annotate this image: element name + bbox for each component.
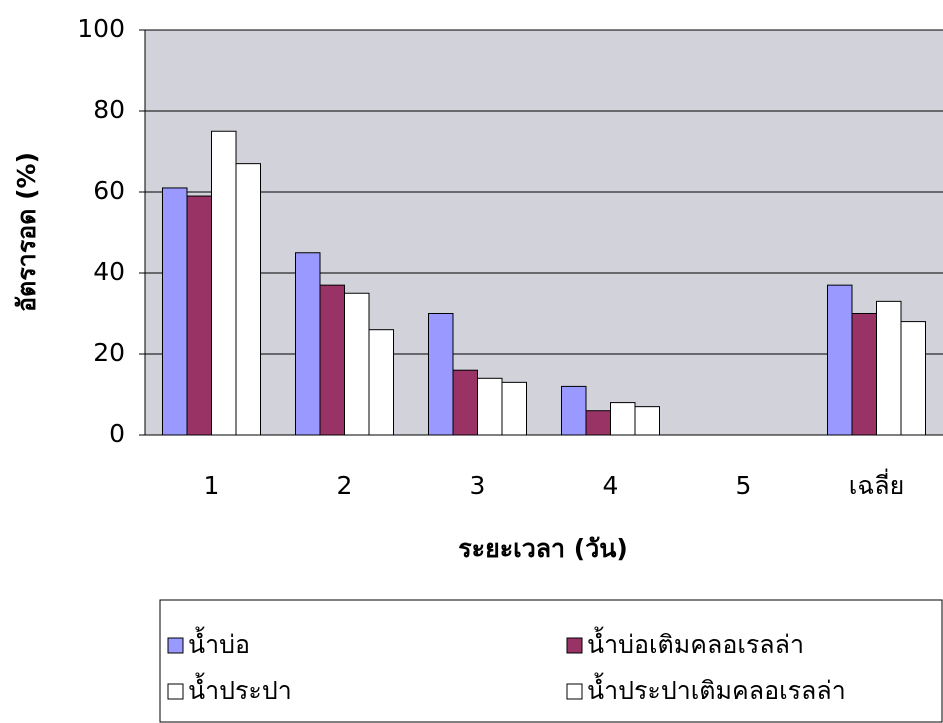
y-tick-label: 80 <box>93 95 125 124</box>
bar <box>501 381 527 436</box>
x-tick-label: 2 <box>337 471 353 500</box>
y-axis-label: อัตรารอด (%) <box>12 152 41 312</box>
legend-swatch <box>167 683 184 700</box>
legend-label: น้ำบ่อ <box>188 626 250 659</box>
x-tick-label: 4 <box>603 471 619 500</box>
y-tick-label: 20 <box>93 338 125 367</box>
x-tick-label: 1 <box>204 471 220 500</box>
bar <box>585 410 611 436</box>
y-tick-label: 100 <box>77 14 125 43</box>
bar <box>452 369 478 436</box>
y-tick-label: 0 <box>109 419 125 448</box>
bar <box>295 252 321 436</box>
bar <box>235 163 261 436</box>
legend-label: น้ำประปาเติมคลอเรลล่า <box>587 672 846 705</box>
bar <box>634 406 660 436</box>
bar <box>477 377 503 436</box>
legend-label: น้ำบ่อเติมคลอเรลล่า <box>587 626 804 659</box>
bar <box>610 402 636 436</box>
legend-swatch <box>566 637 583 654</box>
plot-area <box>145 30 943 435</box>
bar <box>876 300 902 436</box>
bar <box>319 284 345 436</box>
y-tick-label: 40 <box>93 257 125 286</box>
x-axis-label: ระยะเวลา (วัน) <box>458 534 628 563</box>
x-tick-label: 5 <box>736 471 752 500</box>
legend-swatch <box>566 683 583 700</box>
legend-label: น้ำประปา <box>188 672 292 705</box>
bar <box>561 385 587 436</box>
bar <box>851 313 877 436</box>
bar <box>900 321 926 436</box>
x-tick-label: 3 <box>470 471 486 500</box>
bar <box>827 284 853 436</box>
bar <box>162 187 188 436</box>
bar <box>186 195 212 436</box>
legend-box <box>159 599 943 723</box>
bar <box>428 313 454 436</box>
legend-swatch <box>167 637 184 654</box>
bar <box>344 292 370 436</box>
x-tick-label: เฉลี่ย <box>849 468 905 500</box>
y-tick-label: 60 <box>93 176 125 205</box>
bar <box>211 130 237 436</box>
bar <box>368 329 394 436</box>
